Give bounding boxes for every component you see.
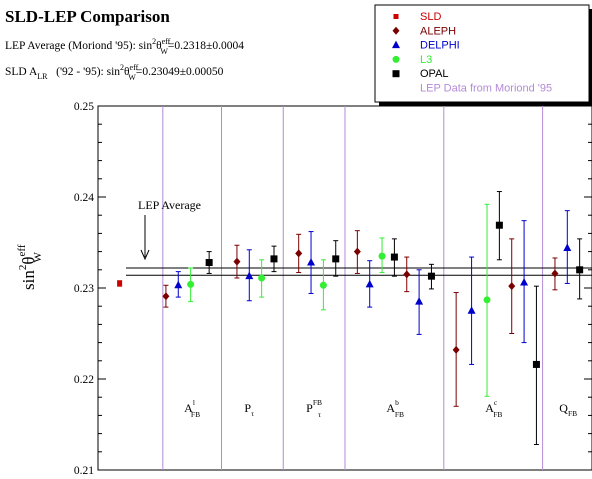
data-point-opal [427, 263, 435, 290]
data-point-opal [495, 191, 503, 261]
data-point-delphi [245, 249, 254, 302]
lep-average-label: LEP Average [138, 198, 201, 212]
legend: SLD ALEPH DELPHI L3 OPAL LEP Data from Morion… [374, 4, 592, 106]
marker-aleph [508, 282, 516, 291]
data-point-l3 [258, 259, 266, 298]
legend-label: L3 [420, 54, 432, 66]
legend-entry-aleph: ALEPH [392, 25, 456, 37]
y-tick-label: 0.23 [74, 283, 94, 295]
data-point-delphi [415, 269, 424, 335]
legend-label: DELPHI [420, 40, 460, 52]
data-point-opal [390, 238, 398, 277]
marker-l3 [258, 274, 266, 282]
legend-entry-opal: OPAL [392, 68, 449, 80]
legend-marker [393, 14, 399, 19]
subtitle-lep-average: LEP Average (Moriond '95): sin2θeff W=0.2… [5, 37, 244, 56]
group-label: PFB τ [306, 398, 322, 419]
marker-aleph [403, 270, 411, 279]
data-point-opal [332, 240, 340, 277]
y-tick-label: 0.22 [74, 374, 94, 386]
y-axis-label: sin2θeffW [16, 244, 44, 290]
data-point-opal [270, 245, 278, 273]
marker-delphi [365, 279, 374, 288]
data-point-delphi [467, 256, 476, 365]
data-point-delphi [365, 260, 374, 308]
data-point-sld [117, 280, 123, 287]
group-label: Ab FB [386, 398, 404, 419]
data-point-aleph [295, 233, 303, 274]
data-point-opal [576, 238, 584, 300]
data-point-delphi [174, 271, 183, 298]
marker-aleph [551, 269, 559, 278]
data-point-aleph [403, 256, 411, 293]
legend-box [374, 4, 590, 103]
data-point-opal [205, 251, 213, 274]
legend-label: SLD [420, 11, 441, 23]
group-label: Al FB [184, 398, 200, 419]
data-point-l3 [319, 259, 327, 311]
data-point-aleph [353, 230, 361, 274]
data-point-aleph [162, 284, 170, 308]
chart-title: SLD-LEP Comparison [5, 7, 170, 26]
legend-entry-delphi: DELPHI [392, 40, 460, 52]
data-point-l3 [187, 267, 195, 303]
marker-delphi [245, 271, 254, 280]
marker-opal [332, 255, 340, 263]
marker-aleph [295, 249, 303, 258]
marker-opal [270, 255, 278, 263]
group-label: QFB [559, 401, 577, 418]
lep-average-arrow [140, 215, 150, 261]
legend-marker [392, 26, 400, 35]
marker-opal [495, 221, 503, 229]
data-point-delphi [563, 210, 572, 284]
marker-l3 [319, 281, 327, 289]
y-tick-label: 0.25 [74, 101, 94, 113]
data-point-delphi [307, 231, 316, 294]
marker-aleph [162, 292, 170, 301]
legend-label: LEP Data from Moriond '95 [420, 83, 552, 95]
group-label: Ac FB [485, 398, 502, 419]
marker-opal [532, 360, 540, 368]
marker-delphi [563, 243, 572, 251]
marker-opal [390, 253, 398, 261]
legend-marker [392, 70, 400, 78]
marker-delphi [307, 258, 316, 266]
marker-opal [205, 259, 213, 267]
marker-delphi [174, 280, 183, 289]
marker-aleph [353, 247, 361, 256]
data-point-aleph [233, 244, 241, 279]
marker-aleph [452, 345, 460, 354]
data-point-l3 [378, 237, 386, 274]
subtitle-sld-alr: SLD ALR ('92 - '95): sin2θeff W=0.23049±0… [5, 63, 224, 82]
marker-l3 [378, 252, 386, 260]
group-label: Pτ [244, 401, 254, 418]
marker-l3 [187, 280, 195, 288]
legend-label: ALEPH [420, 25, 456, 37]
legend-marker [392, 55, 400, 63]
marker-aleph [233, 257, 241, 266]
legend-entry-l3: L3 [392, 54, 432, 66]
marker-opal [427, 272, 435, 280]
legend-marker [392, 40, 400, 49]
data-point-aleph [551, 257, 559, 291]
marker-delphi [520, 278, 529, 286]
legend-entry-sld: SLD [393, 11, 441, 23]
data-point-aleph [452, 292, 460, 407]
data-point-aleph [508, 238, 516, 334]
marker-opal [576, 266, 584, 274]
marker-delphi [415, 297, 424, 305]
legend-label: OPAL [420, 68, 449, 80]
data-point-opal [532, 285, 540, 446]
data-point-l3 [483, 203, 491, 397]
legend-entry-lep: LEP Data from Moriond '95 [420, 83, 552, 95]
marker-sld [117, 280, 123, 286]
marker-delphi [467, 306, 476, 314]
data-point-delphi [520, 220, 529, 344]
y-tick-label: 0.24 [74, 192, 94, 204]
marker-l3 [483, 296, 491, 304]
y-tick-label: 0.21 [74, 465, 94, 477]
